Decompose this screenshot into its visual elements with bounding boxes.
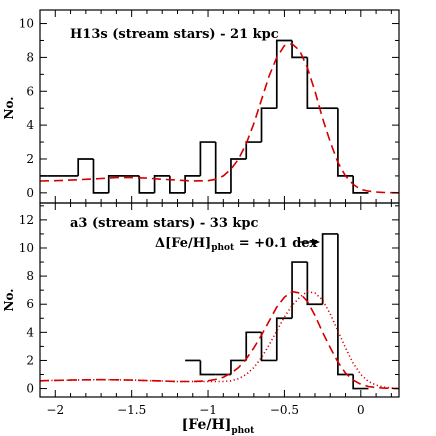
panel-bottom-frame	[39, 202, 400, 398]
bottom-hist-bin	[230, 359, 247, 375]
top-hist-bin	[337, 108, 354, 177]
bottom-ytick-label: 4	[26, 325, 34, 339]
x-axis-label-main: [Fe/H]	[182, 417, 232, 433]
bottom-ytick-label: 10	[19, 241, 34, 255]
top-hist-bin	[352, 175, 369, 194]
top-ytick-label: 8	[26, 50, 34, 64]
top-hist-bin	[214, 142, 231, 194]
top-ytick-label: 4	[26, 118, 34, 132]
bottom-xtick-label: −2	[46, 403, 64, 417]
panel-bottom-ylabel: No.	[2, 289, 16, 312]
top-model-curve-dashed	[40, 43, 399, 194]
top-hist-bin	[169, 175, 186, 194]
bottom-ytick-label: 12	[19, 213, 34, 227]
top-hist-bin	[230, 158, 247, 193]
top-hist-bin	[138, 175, 155, 194]
shift-label-value: = +0.1 dex	[234, 236, 317, 251]
bottom-ytick-label: 8	[26, 269, 34, 283]
panel-bottom-annotation: a3 (stream stars) - 33 kpc	[70, 216, 259, 231]
shift-label-main: Δ[Fe/H]	[155, 236, 211, 251]
bottom-xtick-label: −0.5	[270, 403, 299, 417]
panel-bottom: 0 2 4 6 8 10 12 −2 −1.5 −1 −0.5 0 a3 (stream stars)…	[2, 202, 400, 417]
panel-top-annotation: H13s (stream stars) - 21 kpc	[70, 27, 279, 42]
top-ytick-label: 10	[19, 17, 34, 31]
bottom-hist-bin	[275, 317, 293, 361]
shift-annotation: Δ[Fe/H]phot = +0.1 dex	[155, 236, 318, 253]
top-hist-bin	[199, 141, 216, 176]
top-hist-bin	[260, 107, 277, 143]
bottom-xtick-label: −1	[199, 403, 217, 417]
top-hist-bin	[153, 175, 170, 193]
top-hist-bin	[306, 57, 323, 110]
bottom-ytick-label: 6	[26, 297, 34, 311]
top-hist-bin	[291, 40, 308, 59]
top-ytick-label: 0	[26, 186, 34, 200]
top-hist-bin	[92, 158, 109, 194]
x-axis-label-sub: phot	[231, 426, 255, 436]
bottom-hist-bin	[352, 374, 369, 390]
bottom-hist-bin	[321, 233, 338, 305]
top-ytick-label: 6	[26, 84, 34, 98]
top-hist-bin	[107, 175, 125, 193]
top-hist-bin	[245, 141, 262, 159]
bottom-xtick-label: −1.5	[117, 403, 146, 417]
bottom-ytick-label: 2	[26, 353, 34, 367]
top-hist-bin	[275, 39, 293, 109]
shift-arrow	[300, 238, 320, 246]
top-hist-bin	[77, 158, 94, 176]
top-ytick-label: 2	[26, 152, 34, 166]
x-axis-label: [Fe/H]phot	[182, 417, 256, 436]
bottom-hist-bin	[199, 360, 216, 376]
bottom-hist-bin	[260, 332, 277, 362]
bottom-xtick-label: 0	[357, 403, 365, 417]
panel-top: 0 2 4 6 8 10 H13s (stream stars) - 21 kpc No.	[2, 9, 400, 204]
panel-top-ylabel: No.	[2, 97, 16, 120]
bottom-hist-bin	[337, 233, 354, 376]
bottom-ytick-label: 0	[26, 382, 34, 396]
bottom-hist-bin	[291, 261, 308, 319]
top-hist-bin	[184, 175, 201, 193]
bottom-hist-bin	[245, 331, 262, 361]
shift-label-sub: phot	[211, 243, 235, 253]
bottom-hist-bin	[306, 262, 323, 306]
